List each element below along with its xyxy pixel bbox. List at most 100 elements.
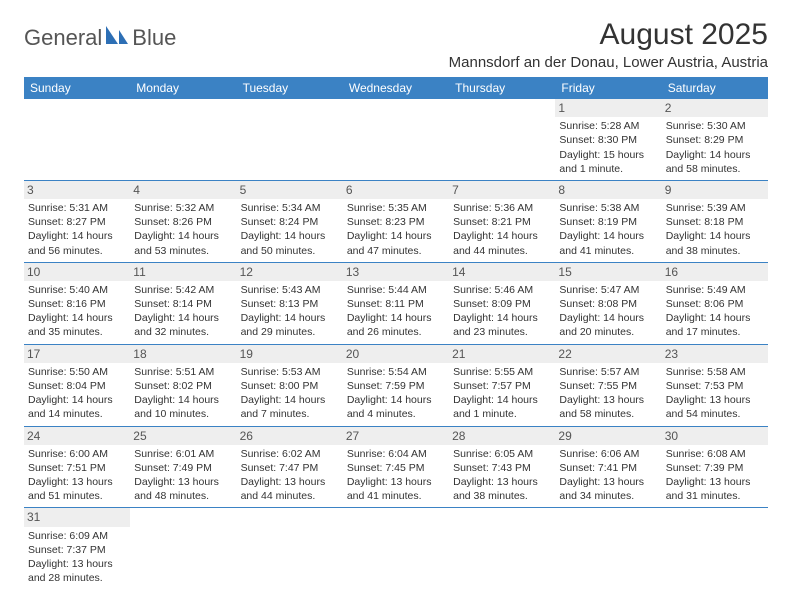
day-info: Sunrise: 5:34 AMSunset: 8:24 PMDaylight:… xyxy=(241,201,339,258)
day-info: Sunrise: 5:30 AMSunset: 8:29 PMDaylight:… xyxy=(666,119,764,176)
sunrise-text: Sunrise: 5:40 AM xyxy=(28,283,126,297)
day-number: 13 xyxy=(343,263,449,281)
sunset-text: Sunset: 7:37 PM xyxy=(28,543,126,557)
sunrise-text: Sunrise: 5:30 AM xyxy=(666,119,764,133)
day-info: Sunrise: 5:51 AMSunset: 8:02 PMDaylight:… xyxy=(134,365,232,422)
day-number: 16 xyxy=(662,263,768,281)
weekday-header: Saturday xyxy=(662,77,768,99)
day-info: Sunrise: 6:01 AMSunset: 7:49 PMDaylight:… xyxy=(134,447,232,504)
calendar-cell: 15Sunrise: 5:47 AMSunset: 8:08 PMDayligh… xyxy=(555,262,661,344)
daylight-text: Daylight: 14 hours and 20 minutes. xyxy=(559,311,657,339)
daylight-text: Daylight: 14 hours and 50 minutes. xyxy=(241,229,339,257)
day-info: Sunrise: 6:05 AMSunset: 7:43 PMDaylight:… xyxy=(453,447,551,504)
sunset-text: Sunset: 7:57 PM xyxy=(453,379,551,393)
sunset-text: Sunset: 8:29 PM xyxy=(666,133,764,147)
calendar-row: 1Sunrise: 5:28 AMSunset: 8:30 PMDaylight… xyxy=(24,99,768,180)
weekday-header: Thursday xyxy=(449,77,555,99)
sunrise-text: Sunrise: 5:55 AM xyxy=(453,365,551,379)
calendar-cell: 22Sunrise: 5:57 AMSunset: 7:55 PMDayligh… xyxy=(555,344,661,426)
calendar-cell xyxy=(24,99,130,180)
calendar-cell: 6Sunrise: 5:35 AMSunset: 8:23 PMDaylight… xyxy=(343,180,449,262)
day-number: 11 xyxy=(130,263,236,281)
daylight-text: Daylight: 14 hours and 47 minutes. xyxy=(347,229,445,257)
sunrise-text: Sunrise: 5:35 AM xyxy=(347,201,445,215)
calendar-row: 24Sunrise: 6:00 AMSunset: 7:51 PMDayligh… xyxy=(24,426,768,508)
daylight-text: Daylight: 13 hours and 28 minutes. xyxy=(28,557,126,585)
calendar-cell: 7Sunrise: 5:36 AMSunset: 8:21 PMDaylight… xyxy=(449,180,555,262)
calendar-cell: 3Sunrise: 5:31 AMSunset: 8:27 PMDaylight… xyxy=(24,180,130,262)
day-number: 22 xyxy=(555,345,661,363)
calendar-cell: 29 Sunrise: 6:06 AMSunset: 7:41 PMDayligh… xyxy=(555,426,661,508)
sunrise-text: Sunrise: 5:46 AM xyxy=(453,283,551,297)
sunrise-text: Sunrise: 6:06 AM xyxy=(559,447,657,461)
sunrise-text: Sunrise: 6:01 AM xyxy=(134,447,232,461)
calendar-cell: 18Sunrise: 5:51 AMSunset: 8:02 PMDayligh… xyxy=(130,344,236,426)
sunrise-text: Sunrise: 6:09 AM xyxy=(28,529,126,543)
sunrise-text: Sunrise: 5:47 AM xyxy=(559,283,657,297)
day-info: Sunrise: 5:43 AMSunset: 8:13 PMDaylight:… xyxy=(241,283,339,340)
calendar-cell xyxy=(449,508,555,589)
day-number: 12 xyxy=(237,263,343,281)
sunrise-text: Sunrise: 6:04 AM xyxy=(347,447,445,461)
day-number: 29 xyxy=(555,427,661,445)
calendar-cell xyxy=(343,508,449,589)
sunrise-text: Sunrise: 5:31 AM xyxy=(28,201,126,215)
daylight-text: Daylight: 14 hours and 53 minutes. xyxy=(134,229,232,257)
day-number: 7 xyxy=(449,181,555,199)
sunset-text: Sunset: 8:26 PM xyxy=(134,215,232,229)
logo-text-general: General xyxy=(24,25,102,51)
calendar-row: 31Sunrise: 6:09 AMSunset: 7:37 PMDayligh… xyxy=(24,508,768,589)
daylight-text: Daylight: 13 hours and 31 minutes. xyxy=(666,475,764,503)
daylight-text: Daylight: 13 hours and 58 minutes. xyxy=(559,393,657,421)
sunset-text: Sunset: 8:23 PM xyxy=(347,215,445,229)
sunset-text: Sunset: 8:08 PM xyxy=(559,297,657,311)
logo: General Blue xyxy=(24,18,176,51)
calendar-cell xyxy=(130,508,236,589)
day-number: 10 xyxy=(24,263,130,281)
day-number: 3 xyxy=(24,181,130,199)
sunrise-text: Sunrise: 5:43 AM xyxy=(241,283,339,297)
sunset-text: Sunset: 7:53 PM xyxy=(666,379,764,393)
day-info: Sunrise: 6:02 AMSunset: 7:47 PMDaylight:… xyxy=(241,447,339,504)
weekday-header: Sunday xyxy=(24,77,130,99)
daylight-text: Daylight: 14 hours and 7 minutes. xyxy=(241,393,339,421)
sunrise-text: Sunrise: 6:08 AM xyxy=(666,447,764,461)
calendar-cell: 12 Sunrise: 5:43 AMSunset: 8:13 PMDayligh… xyxy=(237,262,343,344)
sunset-text: Sunset: 7:59 PM xyxy=(347,379,445,393)
day-number: 9 xyxy=(662,181,768,199)
day-number: 21 xyxy=(449,345,555,363)
calendar-cell xyxy=(555,508,661,589)
calendar-cell: 31Sunrise: 6:09 AMSunset: 7:37 PMDayligh… xyxy=(24,508,130,589)
day-number: 26 xyxy=(237,427,343,445)
day-info: Sunrise: 5:35 AMSunset: 8:23 PMDaylight:… xyxy=(347,201,445,258)
calendar-cell: 11Sunrise: 5:42 AMSunset: 8:14 PMDayligh… xyxy=(130,262,236,344)
calendar-cell xyxy=(449,99,555,180)
sunrise-text: Sunrise: 5:51 AM xyxy=(134,365,232,379)
day-info: Sunrise: 6:06 AMSunset: 7:41 PMDaylight:… xyxy=(559,447,657,504)
header: General Blue August 2025 Mannsdorf an de… xyxy=(24,18,768,71)
daylight-text: Daylight: 14 hours and 41 minutes. xyxy=(559,229,657,257)
title-block: August 2025 Mannsdorf an der Donau, Lowe… xyxy=(449,18,768,71)
calendar-cell: 26 Sunrise: 6:02 AMSunset: 7:47 PMDayligh… xyxy=(237,426,343,508)
daylight-text: Daylight: 13 hours and 48 minutes. xyxy=(134,475,232,503)
calendar-cell: 1Sunrise: 5:28 AMSunset: 8:30 PMDaylight… xyxy=(555,99,661,180)
sunrise-text: Sunrise: 5:38 AM xyxy=(559,201,657,215)
calendar-cell: 30Sunrise: 6:08 AMSunset: 7:39 PMDayligh… xyxy=(662,426,768,508)
calendar-cell xyxy=(662,508,768,589)
calendar-cell: 10Sunrise: 5:40 AMSunset: 8:16 PMDayligh… xyxy=(24,262,130,344)
location: Mannsdorf an der Donau, Lower Austria, A… xyxy=(449,54,768,71)
sunset-text: Sunset: 7:43 PM xyxy=(453,461,551,475)
daylight-text: Daylight: 13 hours and 51 minutes. xyxy=(28,475,126,503)
day-info: Sunrise: 5:47 AMSunset: 8:08 PMDaylight:… xyxy=(559,283,657,340)
day-info: Sunrise: 5:55 AMSunset: 7:57 PMDaylight:… xyxy=(453,365,551,422)
calendar-cell: 19Sunrise: 5:53 AMSunset: 8:00 PMDayligh… xyxy=(237,344,343,426)
day-number: 28 xyxy=(449,427,555,445)
day-number: 8 xyxy=(555,181,661,199)
sunset-text: Sunset: 8:06 PM xyxy=(666,297,764,311)
calendar-cell xyxy=(343,99,449,180)
sunset-text: Sunset: 7:39 PM xyxy=(666,461,764,475)
day-info: Sunrise: 5:54 AMSunset: 7:59 PMDaylight:… xyxy=(347,365,445,422)
weekday-header: Monday xyxy=(130,77,236,99)
sunrise-text: Sunrise: 6:00 AM xyxy=(28,447,126,461)
daylight-text: Daylight: 13 hours and 34 minutes. xyxy=(559,475,657,503)
